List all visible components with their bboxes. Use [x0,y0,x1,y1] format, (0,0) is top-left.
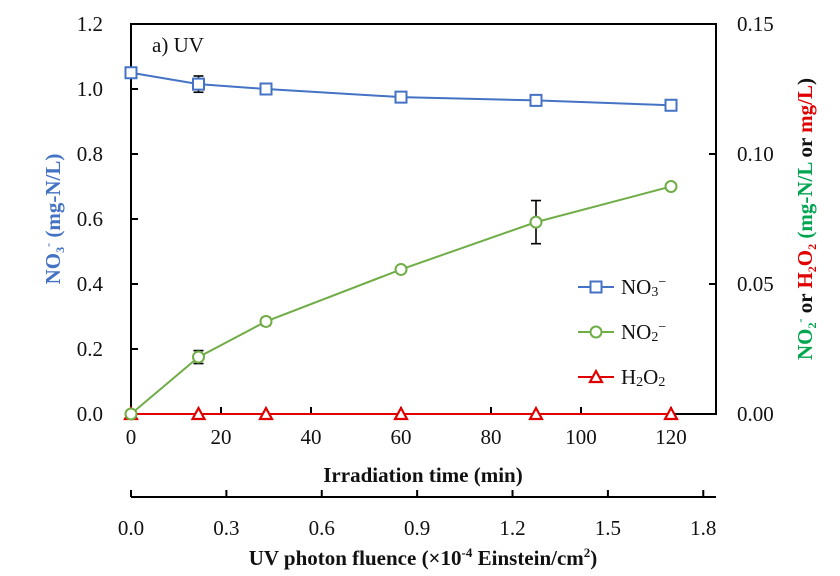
circle-marker [589,325,603,339]
secondary-x-tick-label: 1.2 [499,516,525,540]
secondary-x-axis-title: UV photon fluence (×10-4 Einstein/cm2) [249,545,598,570]
y-left-tick-label: 1.2 [77,12,103,36]
legend-label: NO2− [621,320,666,345]
secondary-x-tick-label: 0.9 [404,516,430,540]
x-axis-title: Irradiation time (min) [323,463,522,487]
square-marker [529,93,543,107]
series-layer [123,66,679,421]
legend: NO3− NO2− H2O2 [578,275,666,390]
triangle-marker [528,405,544,421]
series-line [130,185,672,415]
circle-marker [394,262,408,276]
x-tick-label: 20 [211,425,232,449]
y-left-tick-label: 0.2 [77,337,103,361]
y-right-tick-label: 0.15 [737,12,774,36]
y-axis-right-title: NO2- or H2O2 (mg-N/L or mg/L) [793,78,819,360]
square-marker [124,66,138,80]
square-marker [259,82,273,96]
square-marker [589,280,603,294]
x-tick-label: 100 [565,425,597,449]
y-left-tick-label: 0.8 [77,142,103,166]
series-line [130,71,672,107]
circle-marker [259,314,273,328]
x-tick-label: 40 [301,425,322,449]
circle-marker [529,215,543,229]
y-left-tick-label: 0.0 [77,402,103,426]
square-marker [664,98,678,112]
secondary-x-tick-label: 0.6 [309,516,335,540]
legend-label: H2O2 [621,365,665,390]
y-axis-left-title: NO3- (mg-N/L) [41,154,67,285]
circle-marker [664,180,678,193]
y-right-tick-label: 0.10 [737,142,774,166]
y-left-tick-label: 0.4 [77,272,104,296]
series-circle [124,180,678,421]
triangle-marker [588,368,604,384]
x-tick-label: 120 [655,425,687,449]
legend-item: NO2− [578,320,666,345]
triangle-marker [190,405,207,421]
x-tick-label: 60 [391,425,412,449]
circle-marker [192,350,205,364]
panel-label: a) UV [152,33,204,57]
triangle-marker [393,405,409,421]
legend-item: H2O2 [578,365,665,390]
square-marker [394,90,408,104]
legend-label: NO3− [621,275,666,300]
y-right-tick-label: 0.00 [737,402,774,426]
y-left-tick-label: 1.0 [77,77,103,101]
secondary-x-tick-label: 1.8 [690,516,716,540]
series-triangle [123,405,679,421]
x-tick-label: 80 [481,425,502,449]
ticks: 0.0 0.2 0.4 0.6 0.8 1.0 1.2 0.00 0.05 0.10 0.15 0 20… [77,12,774,540]
y-right-tick-label: 0.05 [737,272,774,296]
legend-item: NO3− [578,275,666,300]
triangle-marker [663,405,679,421]
secondary-x-tick-label: 1.5 [595,516,621,540]
circle-marker [124,407,138,421]
triangle-marker [258,405,274,421]
secondary-x-tick-label: 0.3 [213,516,239,540]
secondary-x-tick-label: 0.0 [118,516,144,540]
square-marker [192,77,205,91]
plot-frame [130,23,717,415]
y-left-tick-label: 0.6 [77,207,103,231]
series-square [124,66,678,112]
x-tick-label: 0 [126,425,137,449]
